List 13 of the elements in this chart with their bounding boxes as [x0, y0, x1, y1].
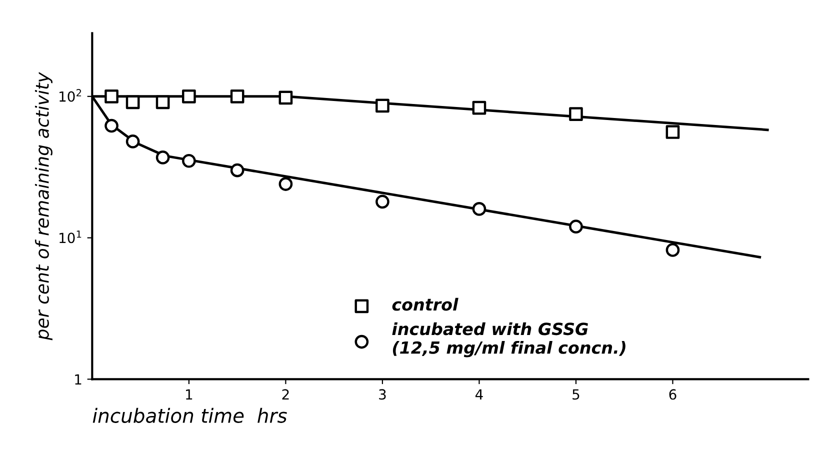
x-tick-label: 2 [282, 389, 289, 400]
x-tick-label: 5 [572, 389, 580, 400]
y-axis-title: per cent of remaining activity [34, 72, 52, 340]
x-tick-label: 3 [379, 389, 386, 400]
y-tick-label: 1 [75, 374, 82, 384]
y-tick-label: 10$^{1}$ [60, 230, 82, 244]
x-tick-label: 4 [475, 389, 483, 400]
x-axis-title: incubation time hrs [92, 408, 287, 423]
y-tick-label: 10$^{2}$ [60, 89, 82, 102]
x-tick-label: 1 [186, 389, 192, 400]
legend-label: control [392, 298, 458, 311]
x-tick-label: 6 [669, 389, 676, 400]
legend-label: incubated with GSSG (12,5 mg/ml final concn.) [392, 322, 626, 358]
